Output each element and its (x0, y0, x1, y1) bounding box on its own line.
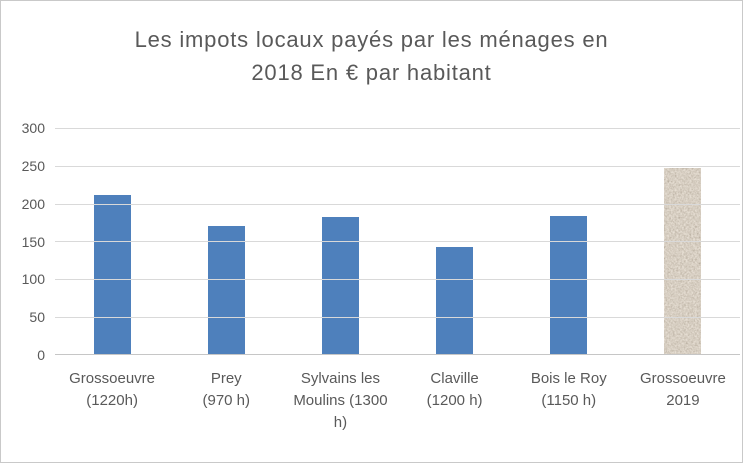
bar-column (512, 128, 626, 355)
chart-title: Les impots locaux payés par les ménages … (134, 27, 609, 85)
bar-column (169, 128, 283, 355)
y-axis: 0 50 100 150 200 250 300 (1, 120, 45, 363)
bar-column (398, 128, 512, 355)
y-axis-tick-label: 250 (21, 157, 45, 174)
bar-column (55, 128, 169, 355)
y-axis-tick-label: 200 (21, 195, 45, 212)
gridline (55, 166, 740, 167)
gridline (55, 128, 740, 129)
x-axis-category-label: Grossoeuvre 2019 (640, 370, 726, 409)
y-axis-tick-label: 50 (29, 309, 45, 326)
y-axis-tick-label: 300 (21, 120, 45, 136)
x-axis-category-label: Grossoeuvre (1220h) (69, 370, 156, 409)
gridline (55, 279, 740, 280)
gridline (55, 204, 740, 205)
gridline (55, 241, 740, 242)
x-axis: Grossoeuvre (1220h) Prey (970 h) Sylvains … (55, 368, 740, 434)
bar (207, 225, 245, 355)
bar-column (626, 128, 740, 355)
bar-granite (664, 168, 702, 355)
y-axis-tick-label: 100 (21, 271, 45, 288)
bar-column (283, 128, 397, 355)
x-axis-category-label: Bois le Roy (1150 h) (530, 370, 607, 409)
x-axis-category-label: Claville (1200 h) (426, 370, 483, 409)
bar (436, 246, 474, 355)
x-axis-category-label: Sylvains les Moulins (1300 h) (293, 370, 388, 431)
x-axis-line (55, 354, 740, 355)
bar-series (55, 128, 740, 355)
plot-area (55, 128, 740, 355)
bar (550, 215, 588, 355)
y-axis-tick-label: 150 (21, 233, 45, 250)
granite-texture (664, 168, 702, 355)
y-axis-tick-label: 0 (37, 347, 45, 363)
bar (93, 194, 131, 355)
x-axis-category-label: Prey (970 h) (202, 370, 251, 409)
gridline (55, 317, 740, 318)
bar (321, 217, 359, 355)
